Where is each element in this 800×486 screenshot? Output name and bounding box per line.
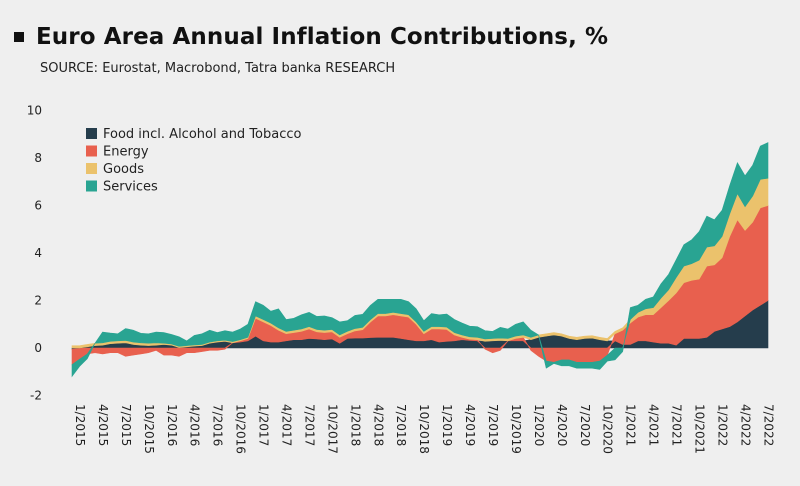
x-tick-label: 10/2019 (509, 404, 523, 454)
y-tick-label: 0 (34, 341, 42, 355)
x-tick-label: 7/2018 (394, 404, 408, 446)
legend-label-food: Food incl. Alcohol and Tobacco (103, 127, 302, 142)
title-bullet-icon (14, 32, 24, 42)
x-tick-label: 7/2015 (119, 404, 133, 446)
x-tick-label: 1/2020 (532, 404, 546, 446)
legend-label-goods: Goods (103, 162, 144, 177)
x-tick-label: 10/2018 (417, 404, 431, 454)
x-tick-label: 7/2019 (486, 404, 500, 446)
chart-title: Euro Area Annual Inflation Contributions… (36, 24, 609, 50)
x-tick-label: 1/2016 (165, 404, 179, 446)
y-tick-label: -2 (30, 389, 42, 403)
y-tick-label: 4 (34, 246, 42, 260)
x-tick-label: 10/2017 (325, 404, 339, 454)
legend-swatch-goods (86, 163, 97, 174)
x-tick-label: 1/2022 (715, 404, 729, 446)
x-tick-label: 10/2020 (601, 404, 615, 454)
legend-label-energy: Energy (103, 145, 149, 160)
x-tick-label: 7/2016 (211, 404, 225, 446)
x-tick-label: 1/2017 (257, 404, 271, 446)
x-tick-label: 1/2015 (73, 404, 87, 446)
legend-swatch-energy (86, 145, 97, 157)
x-tick-label: 7/2021 (670, 404, 684, 446)
x-tick-label: 10/2015 (142, 404, 156, 454)
x-tick-label: 7/2020 (578, 404, 592, 446)
y-tick-label: 10 (27, 104, 42, 118)
x-tick-label: 7/2022 (761, 404, 775, 446)
x-tick-label: 1/2018 (348, 404, 362, 446)
x-tick-label: 4/2016 (188, 404, 202, 446)
chart-source: SOURCE: Eurostat, Macrobond, Tatra banka… (40, 61, 396, 76)
x-tick-label: 4/2019 (463, 404, 477, 446)
y-tick-label: 2 (34, 294, 42, 308)
series-area-services (71, 142, 769, 378)
x-tick-label: 4/2015 (96, 404, 110, 446)
x-tick-label: 7/2017 (302, 404, 316, 446)
y-tick-label: 8 (34, 151, 42, 165)
x-tick-label: 1/2019 (440, 404, 454, 446)
x-tick-label: 1/2021 (624, 404, 638, 446)
legend-swatch-services (86, 180, 97, 192)
legend-swatch-food (86, 128, 97, 139)
y-tick-label: 6 (34, 199, 42, 213)
x-tick-label: 4/2018 (371, 404, 385, 446)
title-row: Euro Area Annual Inflation Contributions… (14, 24, 608, 50)
legend-label-services: Services (103, 180, 158, 195)
x-tick-label: 4/2021 (647, 404, 661, 446)
x-tick-label: 4/2017 (280, 404, 294, 446)
x-tick-label: 10/2021 (693, 404, 707, 454)
x-tick-label: 4/2022 (738, 404, 752, 446)
x-tick-label: 4/2020 (555, 404, 569, 446)
x-tick-label: 10/2016 (234, 404, 248, 454)
